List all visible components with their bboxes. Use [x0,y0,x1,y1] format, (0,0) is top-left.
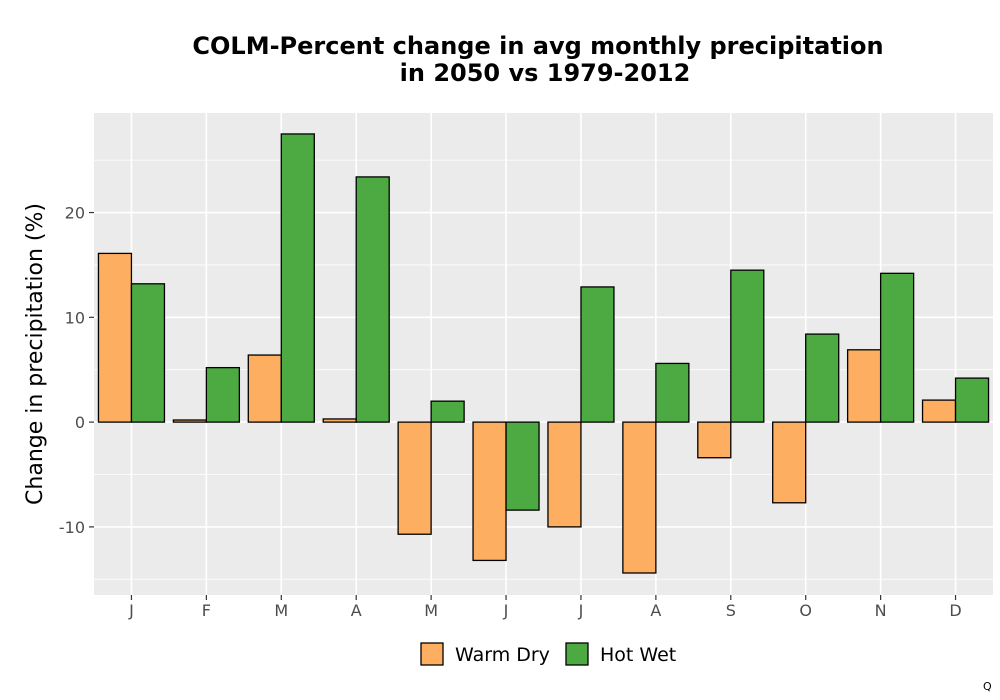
bar-hot-wet-5 [430,400,465,423]
x-tick-label: D [949,601,961,620]
bar-hot-wet-1 [130,283,166,423]
x-tick-label: S [726,601,736,620]
x-tick-label: A [351,601,362,620]
y-tick-label: 0 [75,413,85,432]
bar-hot-wet-6 [505,421,540,511]
bar-hot-wet-4 [355,176,390,423]
bars [97,133,990,574]
bar-warm-dry-11 [846,349,882,423]
bar-hot-wet-3 [280,133,315,423]
bar-hot-wet-12 [954,377,990,423]
bar-hot-wet-11 [879,272,915,423]
x-tick-label: M [274,601,288,620]
plot-panel [94,113,993,595]
legend-label-warm-dry: Warm Dry [455,644,550,666]
bar-warm-dry-10 [772,421,807,504]
bar-warm-dry-12 [921,399,957,423]
y-tick-label: 10 [65,308,85,327]
bar-warm-dry-2 [172,419,208,423]
bar-hot-wet-2 [205,366,241,423]
bar-warm-dry-9 [697,421,732,459]
x-tick-label: J [128,601,134,620]
bar-hot-wet-7 [580,286,615,423]
bar-warm-dry-4 [322,418,357,423]
bar-warm-dry-5 [397,421,432,535]
bar-warm-dry-6 [472,421,507,562]
y-tick-label: 20 [65,204,85,223]
legend-swatch-warm-dry [420,642,444,666]
x-tick-label: J [503,601,509,620]
bar-warm-dry-7 [547,421,582,528]
chart-title-line1: COLM-Percent change in avg monthly preci… [192,32,883,60]
bar-warm-dry-8 [622,421,657,574]
x-tick-label: F [202,601,211,620]
bar-hot-wet-9 [730,269,765,423]
legend-label-hot-wet: Hot Wet [600,644,676,666]
x-tick-label: M [424,601,438,620]
x-tick-label: O [799,601,812,620]
y-axis-ticks: -10 0 10 20 [59,204,94,537]
bar-hot-wet-8 [655,362,690,423]
legend-swatch-hot-wet [565,642,589,666]
bar-warm-dry-1 [97,252,133,423]
bar-warm-dry-3 [247,354,282,423]
legend: Warm Dry Hot Wet [420,642,676,666]
y-axis-label: Change in precipitation (%) [23,203,48,505]
x-tick-label: N [875,601,887,620]
x-tick-label: A [650,601,661,620]
chart-title-line2: in 2050 vs 1979-2012 [400,59,691,87]
x-tick-label: J [578,601,584,620]
y-tick-label: -10 [59,518,85,537]
bar-hot-wet-10 [805,333,840,423]
corner-mark: Q [983,680,992,693]
